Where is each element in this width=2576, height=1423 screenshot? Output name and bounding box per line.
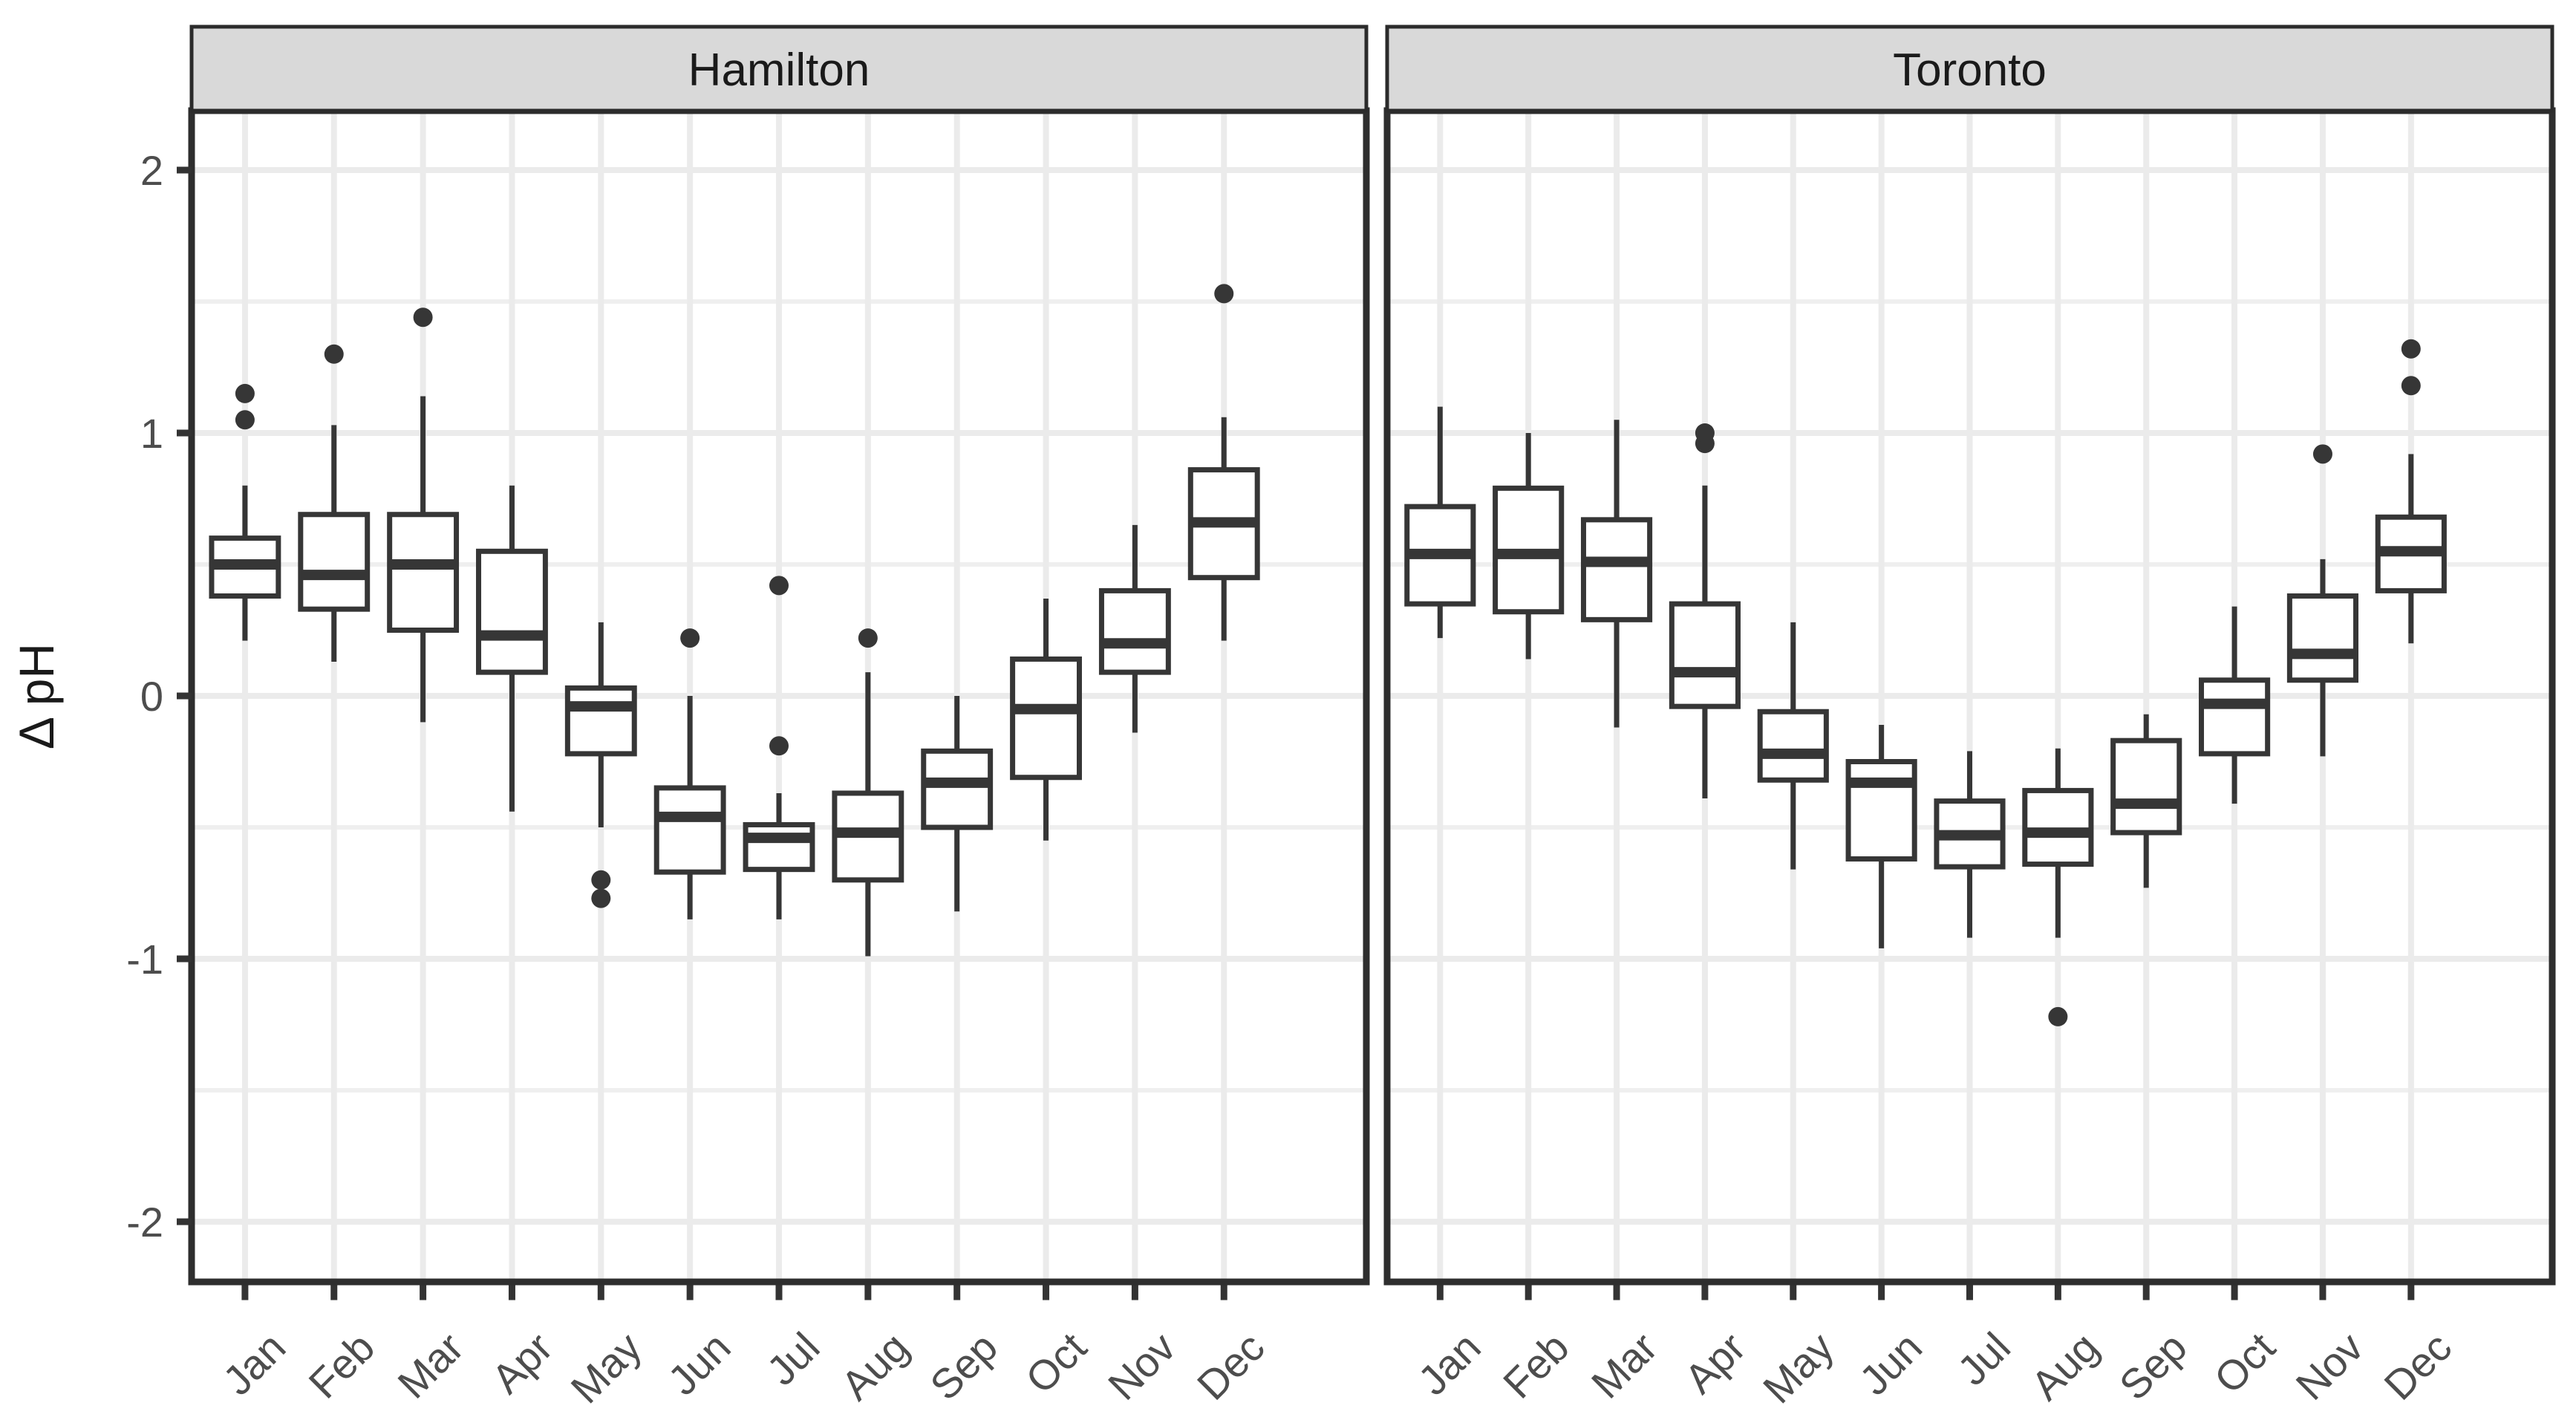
boxplot-hamilton-jan <box>209 383 281 641</box>
iqr-box <box>476 548 548 675</box>
iqr-box <box>1845 759 1917 862</box>
iqr-box <box>1010 656 1082 781</box>
boxplot-hamilton-jun <box>653 628 726 919</box>
boxplot-toronto-jul <box>1934 751 2006 938</box>
outlier-point <box>235 383 255 403</box>
y-tick-label: 0 <box>140 673 163 720</box>
boxplot-toronto-jan <box>1404 406 1476 639</box>
y-tick-label: 1 <box>140 410 163 457</box>
outlier-point <box>2048 1006 2068 1026</box>
outlier-point <box>235 410 255 430</box>
boxplot-hamilton-sep <box>921 696 994 912</box>
boxplot-toronto-mar <box>1580 420 1653 728</box>
y-tick-label: -1 <box>126 936 163 983</box>
iqr-box <box>387 512 460 633</box>
y-tick-label: 2 <box>140 147 163 194</box>
iqr-box <box>743 821 815 873</box>
boxplot-hamilton-feb <box>298 344 371 662</box>
iqr-box <box>2199 677 2271 757</box>
facet-strip <box>1385 25 2554 113</box>
boxplot-toronto-oct <box>2199 606 2271 804</box>
outlier-point <box>591 888 611 908</box>
boxplot-hamilton-mar <box>387 307 460 723</box>
outlier-point <box>769 576 789 596</box>
outlier-point <box>858 628 878 648</box>
iqr-box <box>2022 787 2094 867</box>
iqr-box <box>298 512 371 612</box>
boxplot-hamilton-apr <box>476 485 548 812</box>
outlier-point <box>1695 423 1715 443</box>
outlier-point <box>591 870 611 890</box>
boxplot-toronto-jun <box>1845 724 1917 948</box>
boxplot-hamilton-nov <box>1098 524 1171 733</box>
facet-strip-label: Toronto <box>1893 45 2047 96</box>
boxplot-toronto-dec <box>2375 339 2447 644</box>
outlier-point <box>2401 339 2421 359</box>
y-axis: 2 1 0 -1 -2 Δ pH <box>9 147 192 1245</box>
outlier-point <box>769 736 789 756</box>
iqr-box <box>1669 601 1741 709</box>
boxplot-toronto-apr <box>1669 423 1741 799</box>
boxplot-hamilton-may <box>564 622 637 908</box>
facet-strip-label: Hamilton <box>688 45 870 96</box>
outlier-point <box>413 307 433 328</box>
iqr-box <box>2286 593 2359 683</box>
boxplot-toronto-sep <box>2110 714 2182 888</box>
outlier-point <box>324 344 344 364</box>
boxplot-hamilton-jul <box>743 576 815 919</box>
y-tick-label: -2 <box>126 1199 163 1245</box>
iqr-box <box>2110 737 2182 836</box>
iqr-box <box>564 685 637 757</box>
boxplot-toronto-feb <box>1493 433 1565 660</box>
outlier-point <box>2401 376 2421 396</box>
facet-strip <box>189 25 1369 113</box>
boxplot-hamilton-dec <box>1187 284 1260 641</box>
boxplot-toronto-nov <box>2286 444 2359 757</box>
outlier-point <box>1214 284 1234 304</box>
iqr-box <box>1098 587 1171 675</box>
y-axis-title: Δ pH <box>9 643 64 749</box>
iqr-box <box>921 748 994 830</box>
outlier-point <box>2312 444 2332 464</box>
boxplot-toronto-aug <box>2022 748 2094 1026</box>
outlier-point <box>680 628 700 648</box>
boxplot-hamilton-oct <box>1010 599 1082 841</box>
iqr-box <box>1757 709 1829 783</box>
boxplot-toronto-may <box>1757 622 1829 870</box>
iqr-box <box>653 785 726 875</box>
iqr-box <box>1580 517 1653 622</box>
boxplot-hamilton-aug <box>832 628 904 957</box>
